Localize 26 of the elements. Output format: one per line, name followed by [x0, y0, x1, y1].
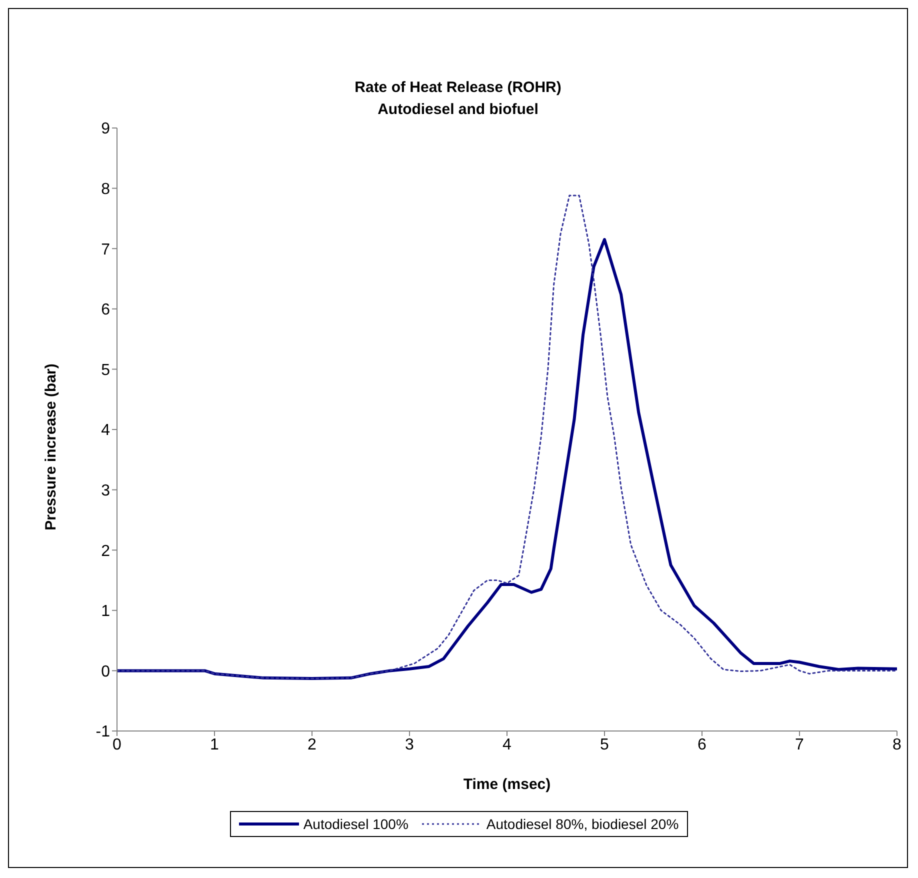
y-axis-title: Pressure increase (bar) [42, 364, 60, 530]
y-tick-label: 5 [101, 362, 110, 379]
y-tick-label: 7 [101, 241, 110, 258]
x-tick-label: 4 [502, 736, 512, 754]
y-tick-label: 9 [101, 120, 110, 138]
legend-label: Autodiesel 80%, biodiesel 20% [486, 816, 679, 832]
x-tick-label: 1 [210, 736, 220, 754]
y-tick-label: 8 [101, 180, 110, 198]
x-tick-label: 0 [112, 736, 122, 754]
x-tick-label: 8 [892, 736, 902, 754]
y-tick-label: -1 [96, 724, 110, 741]
x-tick-label: 7 [795, 736, 804, 754]
y-tick-label: 0 [101, 663, 110, 680]
y-tick-label: 1 [101, 603, 110, 620]
y-tick-label: 4 [101, 422, 110, 440]
chart-subtitle: Autodiesel and biofuel [376, 101, 540, 118]
chart-title: Rate of Heat Release (ROHR) [354, 79, 562, 96]
y-tick-label: 6 [101, 302, 110, 319]
x-tick-label: 5 [600, 736, 610, 754]
y-tick-label: 2 [101, 542, 110, 560]
x-tick-label: 2 [308, 736, 317, 754]
y-tick-label: 3 [101, 482, 110, 500]
x-tick-label: 3 [405, 736, 414, 754]
legend-label: Autodiesel 100% [303, 816, 408, 832]
x-tick-label: 6 [698, 736, 707, 754]
x-axis-title: Time (msec) [462, 776, 552, 793]
